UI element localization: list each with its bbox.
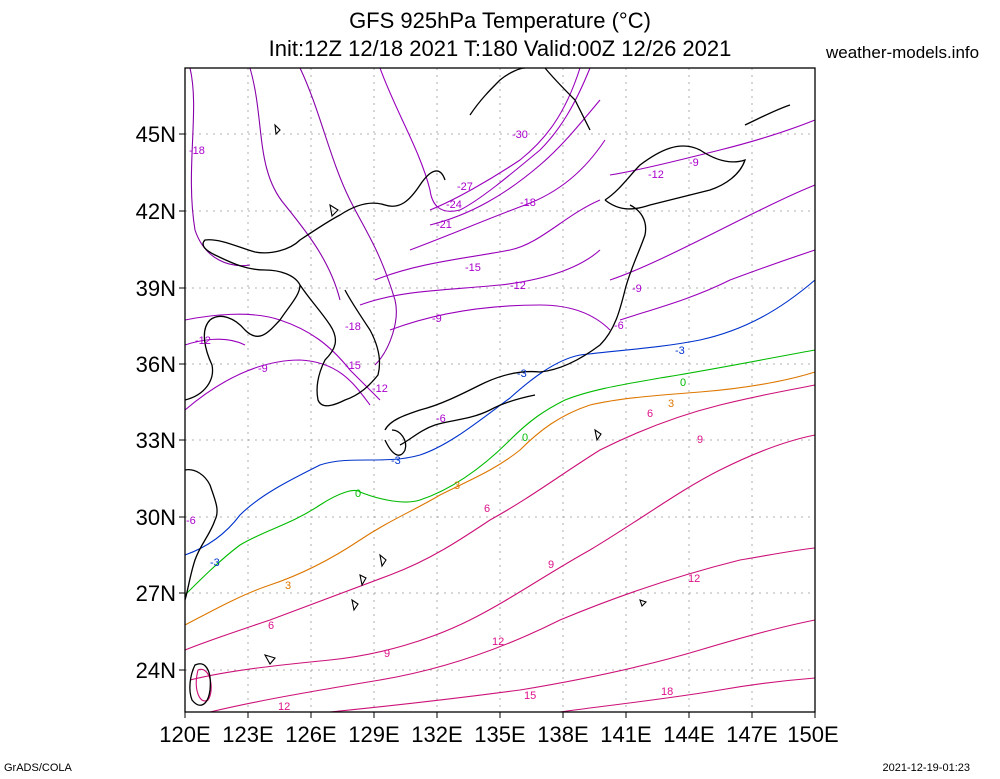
lon-label: 126E [285,722,336,747]
lon-label: 132E [411,722,462,747]
contour-label: -18 [345,321,361,333]
lat-label: 27N [136,581,176,606]
contour-label: 3 [668,398,674,410]
lat-label: 30N [136,505,176,530]
lon-label: 144E [663,722,714,747]
contour-label: 12 [278,701,290,713]
contour-label: -21 [436,219,452,231]
contour-label: -9 [632,283,642,295]
islands [263,123,648,665]
contour-label: 0 [680,377,686,389]
lon-label: 138E [537,722,588,747]
contour-label: -12 [195,335,211,347]
map-title: GFS 925hPa Temperature (°C) [349,8,651,33]
contour-label: -6 [614,320,624,332]
contour-label: -3 [210,557,220,569]
contour-label: 12 [492,636,504,648]
contour-label: -27 [457,181,473,193]
lon-label: 141E [600,722,651,747]
lon-label: 147E [726,722,777,747]
longitude-labels: 120E 123E 126E 129E 132E 135E 138E 141E … [159,722,838,747]
contour-label: 9 [548,559,554,571]
contour-label: -6 [436,413,446,425]
contour-label: -18 [189,145,205,157]
contour-label: -12 [648,169,664,181]
contour-label: -9 [689,157,699,169]
lat-label: 24N [136,658,176,683]
contour-label: -30 [512,129,528,141]
lat-label: 45N [136,122,176,147]
contour-label: -3 [675,345,685,357]
contour-label: -24 [446,199,462,211]
contour-label: -15 [465,262,481,274]
contour-label: 6 [484,503,490,515]
lon-label: 123E [222,722,273,747]
contour-label: 3 [454,480,460,492]
lat-label: 33N [136,428,176,453]
contour-label: -9 [258,363,268,375]
lat-lon-grid [185,68,815,712]
contour-label: 3 [285,580,291,592]
lon-label: 135E [474,722,525,747]
contour-label: -6 [186,515,196,527]
lat-label: 39N [136,276,176,301]
footer-software: GrADS/COLA [4,762,72,774]
lon-label: 129E [348,722,399,747]
map-subtitle: Init:12Z 12/18 2021 T:180 Valid:00Z 12/2… [268,36,732,61]
contour-label: 6 [647,408,653,420]
site-credit: weather-models.info [826,43,980,62]
contour-label: 6 [268,620,274,632]
contour-label: -18 [520,197,536,209]
contour-label: -12 [372,383,388,395]
isotherm-lines [184,67,816,713]
contour-label: 0 [522,432,528,444]
contour-label: 9 [384,648,390,660]
coastlines [184,67,791,706]
latitude-labels: 45N 42N 39N 36N 33N 30N 27N 24N [136,122,176,683]
contour-label: -12 [510,280,526,292]
footer-timestamp: 2021-12-19-01:23 [882,762,970,774]
lon-label: 120E [159,722,210,747]
contour-label: 12 [688,573,700,585]
axis-ticks [179,133,816,718]
contour-label: -3 [517,368,527,380]
contour-label: -9 [432,313,442,325]
lat-label: 36N [136,352,176,377]
contour-label: 0 [355,488,361,500]
contour-labels: -30 -27 -24 -21 -18 -18 -18 -15 -15 -12 … [186,129,703,713]
lon-label: 150E [787,722,838,747]
contour-label: 9 [697,434,703,446]
contour-label: -3 [391,455,401,467]
lat-label: 42N [136,199,176,224]
contour-label: -15 [345,360,361,372]
contour-label: 18 [661,686,673,698]
contour-label: 15 [524,690,536,702]
